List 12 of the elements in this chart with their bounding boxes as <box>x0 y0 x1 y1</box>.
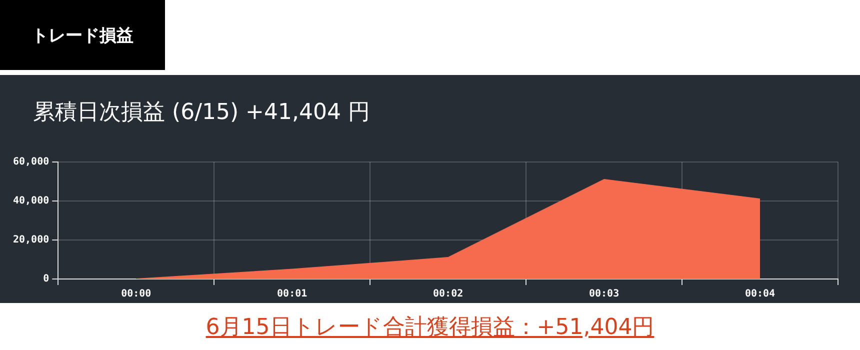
y-tick-label: 60,000 <box>13 156 50 168</box>
x-tick-label: 00:03 <box>588 288 620 300</box>
x-tick-label: 00:04 <box>744 288 776 300</box>
chart-title: 累積日次損益 (6/15) +41,404 円 <box>33 99 370 127</box>
x-tick-label: 00:01 <box>277 288 308 300</box>
x-tick-label: 00:00 <box>121 288 152 300</box>
x-tick-label: 00:02 <box>433 288 464 300</box>
text: トレード損益 <box>0 0 165 70</box>
y-tick-label: 20,000 <box>13 234 50 246</box>
y-tick-label: 40,000 <box>13 196 50 207</box>
text: 6月15日トレード合計獲得損益：+51,404円 <box>204 314 656 342</box>
y-tick-label: 0 <box>43 274 50 285</box>
